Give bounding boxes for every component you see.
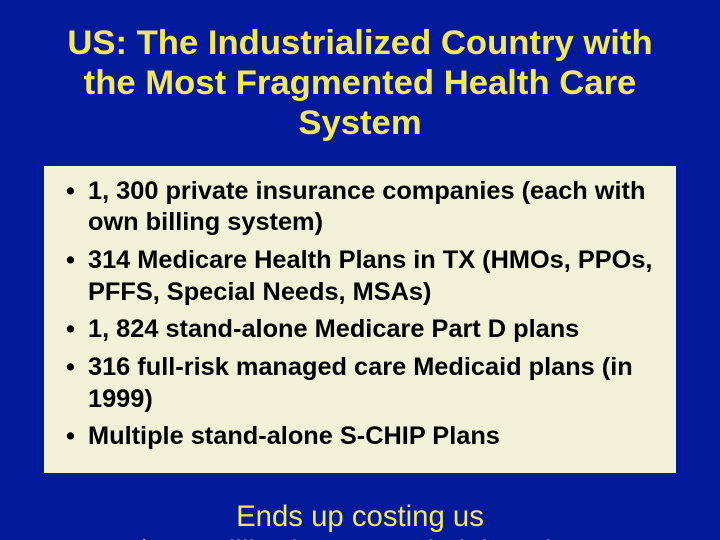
bullet-item: Multiple stand-alone S-CHIP Plans [62,421,658,453]
bullet-list: 1, 300 private insurance companies (each… [62,176,658,453]
footer-line-1: Ends up costing us [44,499,676,534]
bullet-item: 314 Medicare Health Plans in TX (HMOs, P… [62,245,658,308]
slide-title: US: The Industrialized Country with the … [44,24,676,144]
slide: US: The Industrialized Country with the … [0,0,720,540]
bullet-item: 1, 300 private insurance companies (each… [62,176,658,239]
footer-line-2: $350 Billion/year on administration [44,534,676,540]
bullet-item: 1, 824 stand-alone Medicare Part D plans [62,314,658,346]
bullet-box: 1, 300 private insurance companies (each… [44,166,676,473]
footer-text: Ends up costing us $350 Billion/year on … [44,499,676,540]
bullet-item: 316 full-risk managed care Medicaid plan… [62,352,658,415]
